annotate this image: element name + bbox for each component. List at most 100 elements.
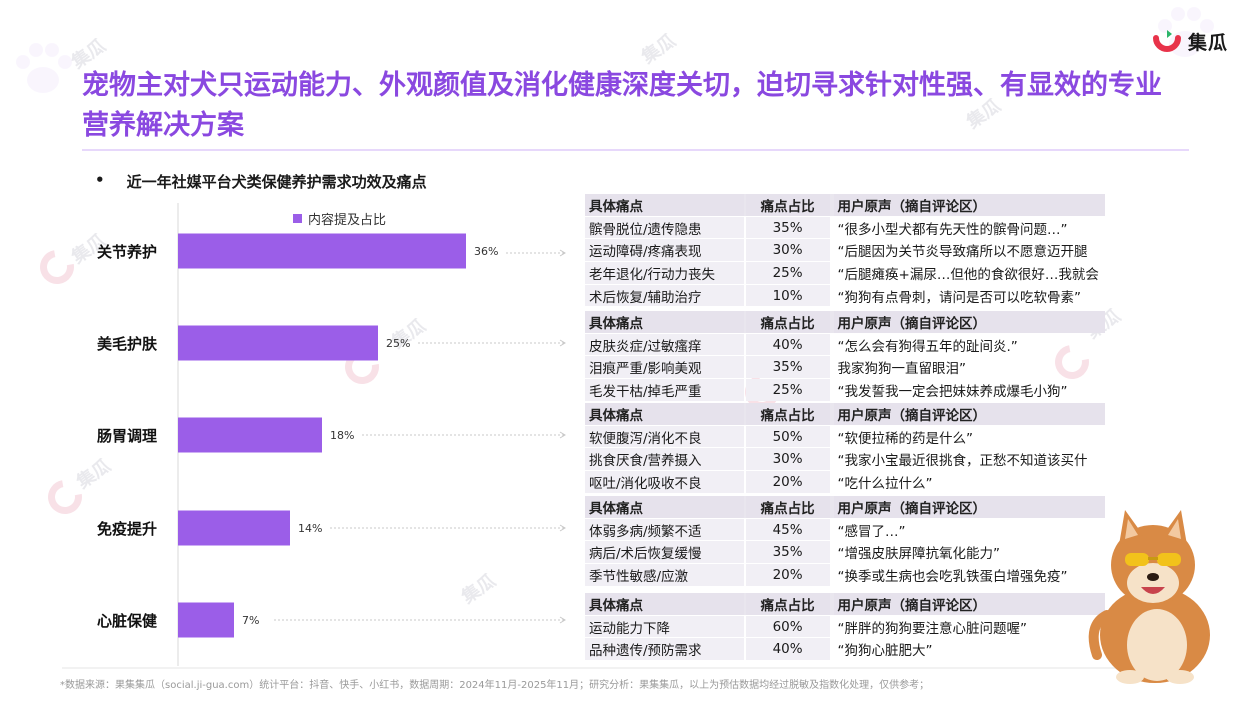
pain-point-cell: 毛发干枯/掉毛严重 [585,379,744,401]
pain-point-cell: 体弱多病/频繁不适 [585,518,744,541]
share-cell: 25% [745,379,830,401]
user-quote-cell: “胖胖的狗狗要注意心脏问题喔” [837,620,1028,637]
pain-point-cell: 具体痛点 [585,311,744,333]
shiba-dog-illustration [1088,510,1210,684]
share-cell: 20% [745,564,830,586]
user-quote-cell: “吃什么拉什么” [837,475,933,492]
connector-arrow-head [559,616,566,624]
user-quote-cell: 用户原声（摘自评论区） [833,403,1105,425]
table-row: 呕吐/消化吸收不良 20% “吃什么拉什么” [585,471,1105,493]
pain-point-cell: 软便腹泻/消化不良 [585,425,744,448]
user-quote-cell: 我家狗狗一直留眼泪” [837,361,967,378]
pain-point-table: 具体痛点 痛点占比 用户原声（摘自评论区） 运动能力下降 60% “胖胖的狗狗要注意心脏问… [585,593,1105,661]
share-cell: 痛点占比 [745,194,830,216]
subtitle-bullet: • [95,171,105,189]
connector-arrow-head [559,339,566,347]
category-label: 心脏保健 [97,612,158,630]
bar-value-label: 14% [298,522,322,535]
share-cell: 35% [745,356,830,379]
user-quote-cell: “增强皮肤屏障抗氧化能力” [837,546,1001,563]
share-cell: 痛点占比 [745,403,830,425]
category-label: 美毛护肤 [97,335,158,353]
user-quote-cell: “我家小宝最近很挑食，正愁不知道该买什 [837,453,1088,470]
user-quote-cell: “狗狗心脏肥大” [837,643,933,660]
chart-legend: 内容提及占比 [293,209,386,228]
share-cell: 35% [745,216,830,239]
pain-point-cell: 运动障碍/疼痛表现 [585,239,744,262]
table-header-row: 具体痛点 痛点占比 用户原声（摘自评论区） [585,593,1105,615]
legend-label: 内容提及占比 [308,213,387,228]
table-row: 挑食厌食/营养摄入 30% “我家小宝最近很挑食，正愁不知道该买什 [585,448,1105,471]
share-cell: 30% [745,239,830,262]
share-cell: 60% [745,615,830,638]
table-row: 病后/术后恢复缓慢 35% “增强皮肤屏障抗氧化能力” [585,541,1105,564]
pain-point-cell: 运动能力下降 [585,615,744,638]
bar [178,325,378,361]
pain-point-cell: 季节性敏感/应激 [585,564,744,586]
user-quote-cell: “后腿瘫痪+漏尿…但他的食欲很好…我就会 [837,266,1099,283]
bar [178,233,466,269]
pain-point-cell: 挑食厌食/营养摄入 [585,448,744,471]
pain-point-table: 具体痛点 痛点占比 用户原声（摘自评论区） 皮肤炎症/过敏瘙痒 40% “怎么会有狗得五年… [585,311,1105,402]
pain-point-cell: 具体痛点 [585,403,744,425]
share-cell: 40% [745,638,830,661]
table-row: 术后恢复/辅助治疗 10% “狗狗有点骨刺，请问是否可以吃软骨素” [585,284,1105,307]
brand-name: 集瓜 [1187,31,1228,54]
share-cell: 50% [745,425,830,448]
table-row: 髌骨脱位/遗传隐患 35% “很多小型犬都有先天性的髌骨问题…” [585,216,1105,239]
pain-point-table: 具体痛点 痛点占比 用户原声（摘自评论区） 软便腹泻/消化不良 50% “软便拉稀的药是什… [585,403,1105,494]
table-header-row: 具体痛点 痛点占比 用户原声（摘自评论区） [585,194,1105,216]
table-row: 季节性敏感/应激 20% “换季或生病也会吃乳铁蛋白增强免疫” [585,564,1105,586]
pain-point-table: 具体痛点 痛点占比 用户原声（摘自评论区） 体弱多病/频繁不适 45% “感冒了…” 病后/… [585,496,1105,587]
bar [178,602,234,638]
user-quote-cell: “很多小型犬都有先天性的髌骨问题…” [837,221,1068,238]
table-row: 体弱多病/频繁不适 45% “感冒了…” [585,518,1105,541]
pain-point-cell: 具体痛点 [585,194,744,216]
bar [178,417,322,453]
bar-value-label: 25% [386,337,410,350]
category-label: 肠胃调理 [97,427,158,445]
share-cell: 10% [745,284,830,307]
connector-arrow-head [559,249,566,257]
table-header-row: 具体痛点 痛点占比 用户原声（摘自评论区） [585,311,1105,333]
bar [178,510,290,546]
table-row: 运动能力下降 60% “胖胖的狗狗要注意心脏问题喔” [585,615,1105,638]
share-cell: 痛点占比 [745,311,830,333]
user-quote-cell: 用户原声（摘自评论区） [833,593,1105,615]
user-quote-cell: 用户原声（摘自评论区） [833,496,1105,518]
pain-point-table: 具体痛点 痛点占比 用户原声（摘自评论区） 髌骨脱位/遗传隐患 35% “很多小型犬都有先… [585,194,1105,307]
pain-point-cell: 泪痕严重/影响美观 [585,356,744,379]
pain-point-cell: 具体痛点 [585,496,744,518]
pain-point-cell: 具体痛点 [585,593,744,615]
share-cell: 30% [745,448,830,471]
user-quote-cell: 用户原声（摘自评论区） [833,311,1105,333]
pain-point-cell: 髌骨脱位/遗传隐患 [585,216,744,239]
bar-value-label: 7% [242,614,259,627]
data-source-footnote: *数据来源：果集集瓜（social.ji-gua.com）统计平台：抖音、快手、… [60,680,930,691]
table-row: 泪痕严重/影响美观 35% 我家狗狗一直留眼泪” [585,356,1105,379]
jigua-logo-icon [1152,30,1181,52]
user-quote-cell: “感冒了…” [837,523,906,540]
category-label: 免疫提升 [97,520,158,538]
subtitle-text: 近一年社媒平台犬类保健养护需求功效及痛点 [126,173,427,191]
share-cell: 20% [745,471,830,493]
connector-arrow-head [559,431,566,439]
table-row: 毛发干枯/掉毛严重 25% “我发誓我一定会把妹妹养成爆毛小狗” [585,379,1105,401]
user-quote-cell: “后腿因为关节炎导致痛所以不愿意迈开腿 [837,244,1088,261]
table-row: 运动障碍/疼痛表现 30% “后腿因为关节炎导致痛所以不愿意迈开腿 [585,239,1105,262]
category-label: 关节养护 [97,243,158,261]
table-header-row: 具体痛点 痛点占比 用户原声（摘自评论区） [585,403,1105,425]
pain-point-cell: 老年退化/行动力丧失 [585,262,744,284]
share-cell: 35% [745,541,830,564]
share-cell: 25% [745,262,830,284]
pain-point-cell: 皮肤炎症/过敏瘙痒 [585,333,744,356]
chart-subtitle: • 近一年社媒平台犬类保健养护需求功效及痛点 [95,171,427,192]
title-divider [82,149,1189,151]
share-cell: 痛点占比 [745,593,830,615]
user-quote-cell: 用户原声（摘自评论区） [833,194,1105,216]
table-row: 软便腹泻/消化不良 50% “软便拉稀的药是什么” [585,425,1105,448]
table-header-row: 具体痛点 痛点占比 用户原声（摘自评论区） [585,496,1105,518]
user-quote-cell: “狗狗有点骨刺，请问是否可以吃软骨素” [837,289,1082,306]
paw-print-icon [16,43,72,93]
